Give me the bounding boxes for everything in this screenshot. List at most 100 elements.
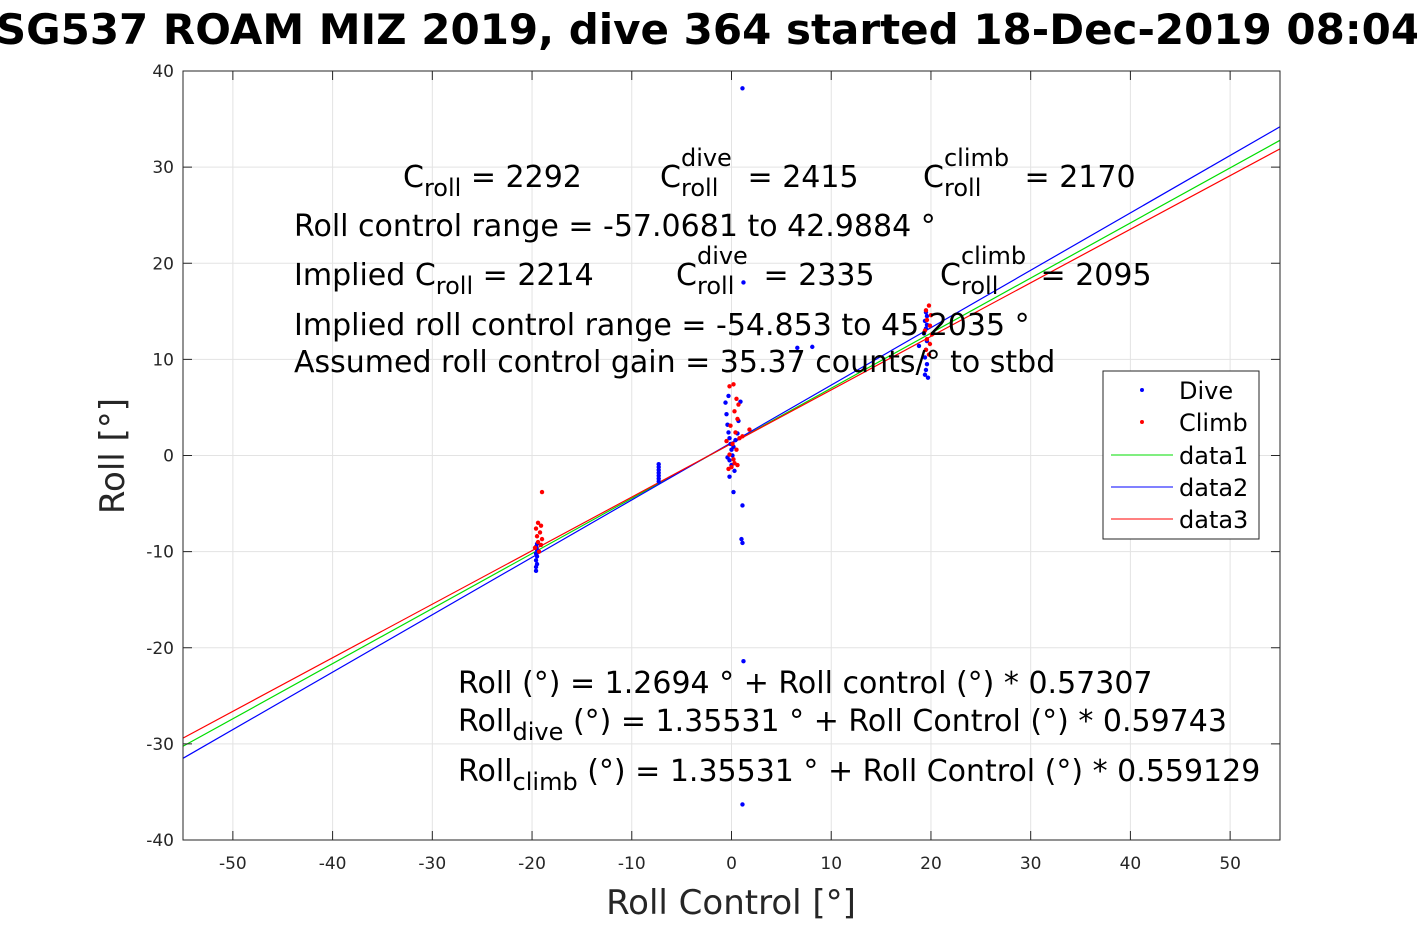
x-tick-label: 0 <box>726 854 737 874</box>
dive-point <box>727 474 732 479</box>
legend-data1-label: data1 <box>1179 442 1248 470</box>
annotation-fit-dive: Rolldive (°) = 1.35531 ° + Roll Control … <box>458 704 1227 746</box>
dive-point <box>732 468 737 474</box>
climb-point <box>923 308 929 313</box>
dive-point <box>922 372 928 377</box>
climb-point <box>730 441 735 447</box>
dive-point <box>925 375 931 380</box>
x-tick-label: -50 <box>219 854 247 874</box>
legend-climb-label: Climb <box>1179 409 1248 437</box>
dive-point <box>731 489 736 495</box>
climb-point <box>926 303 932 308</box>
climb-point <box>535 539 541 545</box>
y-tick-label: 20 <box>152 254 174 274</box>
climb-point <box>537 530 543 535</box>
y-tick-label: 10 <box>152 350 174 370</box>
dive-point <box>740 503 745 508</box>
dive-point <box>723 400 728 405</box>
x-tick-label: 20 <box>920 854 942 874</box>
annotation-roll-control-range: Roll control range = -57.0681 to 42.9884… <box>294 209 936 244</box>
y-tick-label: -20 <box>146 639 174 659</box>
annotation-fit-all: Roll (°) = 1.2694 ° + Roll control (°) *… <box>458 666 1153 701</box>
annotation-implied-croll-climb: Cclimb roll = 2095 <box>940 242 1152 300</box>
climb-point <box>728 423 733 428</box>
climb-point <box>536 549 542 554</box>
climb-point <box>729 464 734 470</box>
dive-point <box>740 86 745 91</box>
legend-data3-label: data3 <box>1179 506 1248 534</box>
x-tick-label: -10 <box>618 854 646 874</box>
climb-point <box>927 323 933 328</box>
climb-point <box>734 396 739 401</box>
dive-point <box>534 561 540 567</box>
annotation-implied-croll: Implied Croll = 2214 <box>294 258 594 300</box>
annotation-fit-climb: Rollclimb (°) = 1.35531 ° + Roll Control… <box>458 754 1260 796</box>
climb-point <box>538 542 544 548</box>
dive-point <box>727 435 732 441</box>
climb-point <box>923 347 929 352</box>
climb-point <box>929 332 935 337</box>
climb-point <box>532 545 538 550</box>
legend-dive-label: Dive <box>1179 377 1233 405</box>
climb-point <box>539 536 545 542</box>
climb-point <box>535 520 541 525</box>
axis-ticks: -50 -40 -30 -20 -10 0 10 20 30 40 50 -40 -30 -20 -10 0 1… <box>146 62 1280 874</box>
x-tick-label: -30 <box>418 854 446 874</box>
y-tick-label: -40 <box>146 831 174 851</box>
dive-point <box>726 430 731 435</box>
x-tick-label: -40 <box>319 854 347 874</box>
dive-point <box>922 355 928 360</box>
annotation-croll: Croll = 2292 <box>403 160 582 202</box>
climb-point <box>731 457 736 462</box>
legend: Dive Climb data1 data2 data3 <box>1102 370 1260 540</box>
dive-point <box>533 558 539 563</box>
climb-point <box>539 489 545 495</box>
climb-point <box>732 460 737 466</box>
annotation-croll-dive: Cdive roll = 2415 <box>660 144 859 202</box>
dive-point <box>810 344 815 350</box>
dive-point <box>533 568 539 574</box>
dive-point <box>916 343 922 349</box>
climb-point <box>922 328 928 333</box>
climb-point <box>724 438 729 444</box>
climb-point <box>533 526 539 531</box>
dive-point <box>924 313 930 319</box>
dive-point <box>656 479 661 484</box>
y-tick-label: 40 <box>152 62 174 82</box>
y-tick-label: 30 <box>152 158 174 178</box>
dive-point <box>733 437 738 443</box>
legend-data2-label: data2 <box>1179 474 1248 502</box>
dive-point <box>741 659 746 664</box>
dive-point <box>724 411 729 417</box>
climb-point <box>928 312 934 318</box>
climb-point <box>731 382 736 387</box>
y-tick-label: -30 <box>146 735 174 755</box>
climb-point <box>924 317 930 323</box>
climb-point <box>733 430 738 435</box>
climb-point <box>734 447 739 452</box>
climb-point <box>736 402 741 407</box>
dive-point <box>726 393 731 399</box>
dive-point <box>741 280 746 285</box>
dive-point <box>740 540 745 546</box>
climb-point <box>727 452 732 457</box>
annotation-gain: Assumed roll control gain = 35.37 counts… <box>294 345 1055 380</box>
x-tick-label: 30 <box>1020 854 1042 874</box>
x-tick-label: -20 <box>518 854 546 874</box>
annotation-croll-climb: Cclimb roll = 2170 <box>923 144 1136 202</box>
annotation-implied-croll-dive: Cdive roll = 2335 <box>676 242 875 300</box>
y-axis-label: Roll [°] <box>93 398 133 514</box>
climb-point <box>927 341 933 347</box>
dive-point <box>923 367 929 373</box>
climb-point <box>926 352 932 357</box>
climb-point <box>747 427 752 432</box>
dive-point <box>924 361 930 367</box>
annotations: Croll = 2292 Cdive roll = 2415 Cclimb roll… <box>294 144 1260 796</box>
data-points <box>532 86 935 807</box>
climb-point <box>727 384 732 389</box>
chart-title: SG537 ROAM MIZ 2019, dive 364 started 18… <box>0 5 1417 54</box>
x-tick-label: 10 <box>820 854 842 874</box>
y-tick-label: -10 <box>146 543 174 563</box>
legend-climb-marker <box>1140 420 1144 424</box>
